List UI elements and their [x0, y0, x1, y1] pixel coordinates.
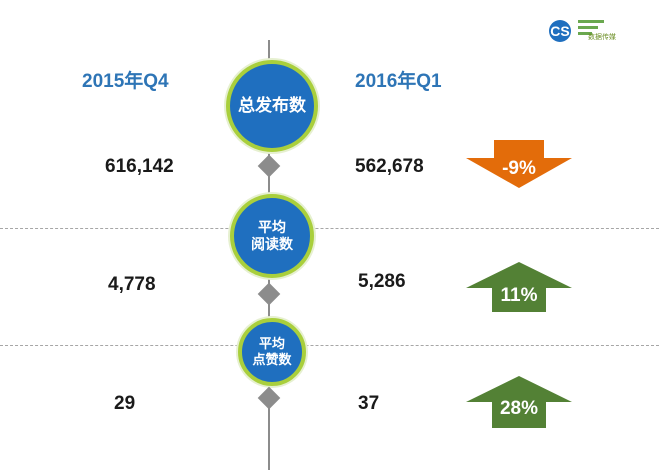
timeline-diamond: [257, 386, 281, 410]
metric-label-line2: 阅读数: [251, 236, 293, 252]
right-period-heading: 2016年Q1: [355, 71, 442, 92]
right-value-avg-reads: 5,286: [358, 271, 406, 292]
left-value-avg-likes: 29: [114, 393, 136, 414]
change-label-avg-likes: 28%: [499, 398, 539, 419]
left-value-avg-reads: 4,778: [108, 274, 156, 295]
logo-tagline: 数据传媒: [588, 34, 616, 41]
right-value-total-posts: 562,678: [355, 156, 424, 177]
separator-line: [0, 228, 659, 229]
svg-text:CS: CS: [550, 23, 569, 39]
timeline-diamond: [257, 282, 281, 306]
metric-circle-avg-likes: 平均 点赞数: [238, 318, 306, 386]
metric-label-line1: 总发布数: [238, 95, 306, 115]
change-label-avg-reads: 11%: [500, 285, 538, 306]
right-value-avg-likes: 37: [358, 393, 380, 414]
company-logo: CS: [548, 14, 638, 48]
separator-line: [0, 345, 659, 346]
timeline-diamond: [257, 154, 281, 178]
left-period-heading: 2015年Q4: [82, 71, 169, 92]
metric-circle-total-posts: 总发布数: [226, 60, 318, 152]
up-arrow-shape: [466, 262, 572, 312]
change-label-total-posts: -9%: [502, 158, 536, 179]
metric-label-line1: 平均: [258, 219, 286, 236]
metric-label-line2: 点赞数: [252, 352, 292, 367]
left-value-total-posts: 616,142: [105, 156, 174, 177]
metric-label-line1: 平均: [258, 336, 285, 352]
up-arrow-shape: [466, 376, 572, 428]
down-arrow-shape: [466, 140, 572, 188]
metric-circle-avg-reads: 平均 阅读数: [230, 194, 314, 278]
